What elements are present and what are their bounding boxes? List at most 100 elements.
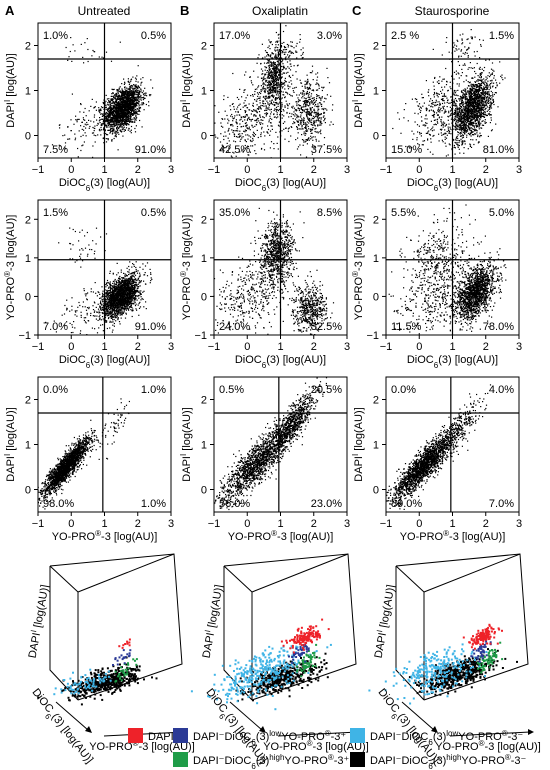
data-point <box>258 85 260 87</box>
data-point <box>268 73 270 75</box>
data-point <box>485 100 487 102</box>
data-point <box>124 100 126 102</box>
data-point <box>122 90 124 93</box>
data-point <box>246 124 248 126</box>
data-point <box>77 118 79 120</box>
data-point <box>464 125 467 127</box>
data-point <box>277 81 279 84</box>
data-point <box>262 85 265 87</box>
data-point <box>267 46 269 49</box>
data-point <box>110 98 112 100</box>
data-point <box>123 93 125 95</box>
data-point <box>281 103 283 106</box>
data-point <box>299 99 301 102</box>
quadrant-top-left-percent: 1.0% <box>43 30 68 42</box>
data-point <box>128 98 130 100</box>
data-point <box>298 94 300 96</box>
data-point <box>121 115 124 117</box>
data-point <box>108 129 110 131</box>
data-point <box>127 99 129 101</box>
data-point <box>459 131 462 134</box>
data-point <box>283 45 285 48</box>
data-point <box>267 76 269 79</box>
data-point <box>126 114 128 116</box>
data-point <box>227 130 229 132</box>
data-point <box>82 134 84 136</box>
data-point <box>240 116 242 118</box>
data-point <box>245 97 247 99</box>
data-point <box>134 113 136 115</box>
data-point <box>134 120 136 122</box>
data-point <box>225 135 227 137</box>
data-point <box>456 135 458 138</box>
data-point <box>127 129 129 131</box>
data-point <box>107 104 109 106</box>
data-point <box>328 82 331 84</box>
data-point <box>78 118 80 120</box>
data-point <box>123 90 125 93</box>
data-point <box>277 80 279 82</box>
data-point <box>306 93 308 95</box>
data-point <box>292 90 294 92</box>
data-point <box>287 130 289 132</box>
data-point <box>275 70 277 72</box>
data-point <box>233 140 235 142</box>
data-point <box>459 107 461 109</box>
data-point <box>127 98 129 100</box>
data-point <box>102 114 104 116</box>
data-point <box>297 97 299 99</box>
data-point <box>274 87 276 89</box>
data-point <box>267 59 269 61</box>
data-point <box>117 113 119 115</box>
data-point <box>122 128 124 130</box>
data-point <box>132 103 135 105</box>
data-point <box>277 110 279 112</box>
data-point <box>272 75 274 78</box>
data-point <box>270 75 272 77</box>
data-point <box>297 115 299 117</box>
data-point <box>128 94 130 96</box>
data-point <box>470 127 473 129</box>
data-point <box>277 116 279 118</box>
data-point <box>129 116 132 118</box>
data-point <box>275 44 277 46</box>
data-point <box>278 63 280 65</box>
data-point <box>321 96 323 98</box>
data-point <box>126 90 128 92</box>
data-point <box>128 112 130 114</box>
data-point <box>307 96 309 99</box>
data-point <box>482 109 485 111</box>
data-point <box>252 84 254 86</box>
data-point <box>116 118 118 120</box>
data-point <box>259 96 261 98</box>
data-point <box>83 62 85 64</box>
data-point <box>268 65 270 67</box>
data-point <box>275 57 277 59</box>
data-point <box>119 105 121 107</box>
data-point <box>287 107 289 109</box>
data-point <box>70 119 72 121</box>
data-point <box>145 103 147 106</box>
data-point <box>252 105 254 107</box>
data-point <box>132 110 134 112</box>
data-point <box>117 149 119 151</box>
data-point <box>277 47 279 49</box>
data-point <box>308 111 310 113</box>
data-point <box>272 88 274 90</box>
data-point <box>481 100 483 103</box>
data-point <box>116 97 119 99</box>
data-point <box>455 121 457 123</box>
data-point <box>120 96 122 98</box>
data-point <box>315 120 317 122</box>
data-point <box>115 110 117 112</box>
data-point <box>81 145 83 147</box>
data-point <box>306 139 308 141</box>
data-point <box>113 88 115 90</box>
data-point <box>110 118 112 120</box>
data-point <box>254 119 256 122</box>
data-point <box>324 97 326 99</box>
data-point <box>110 108 112 110</box>
data-point <box>289 60 291 62</box>
data-point <box>130 109 132 111</box>
data-point <box>294 118 297 120</box>
